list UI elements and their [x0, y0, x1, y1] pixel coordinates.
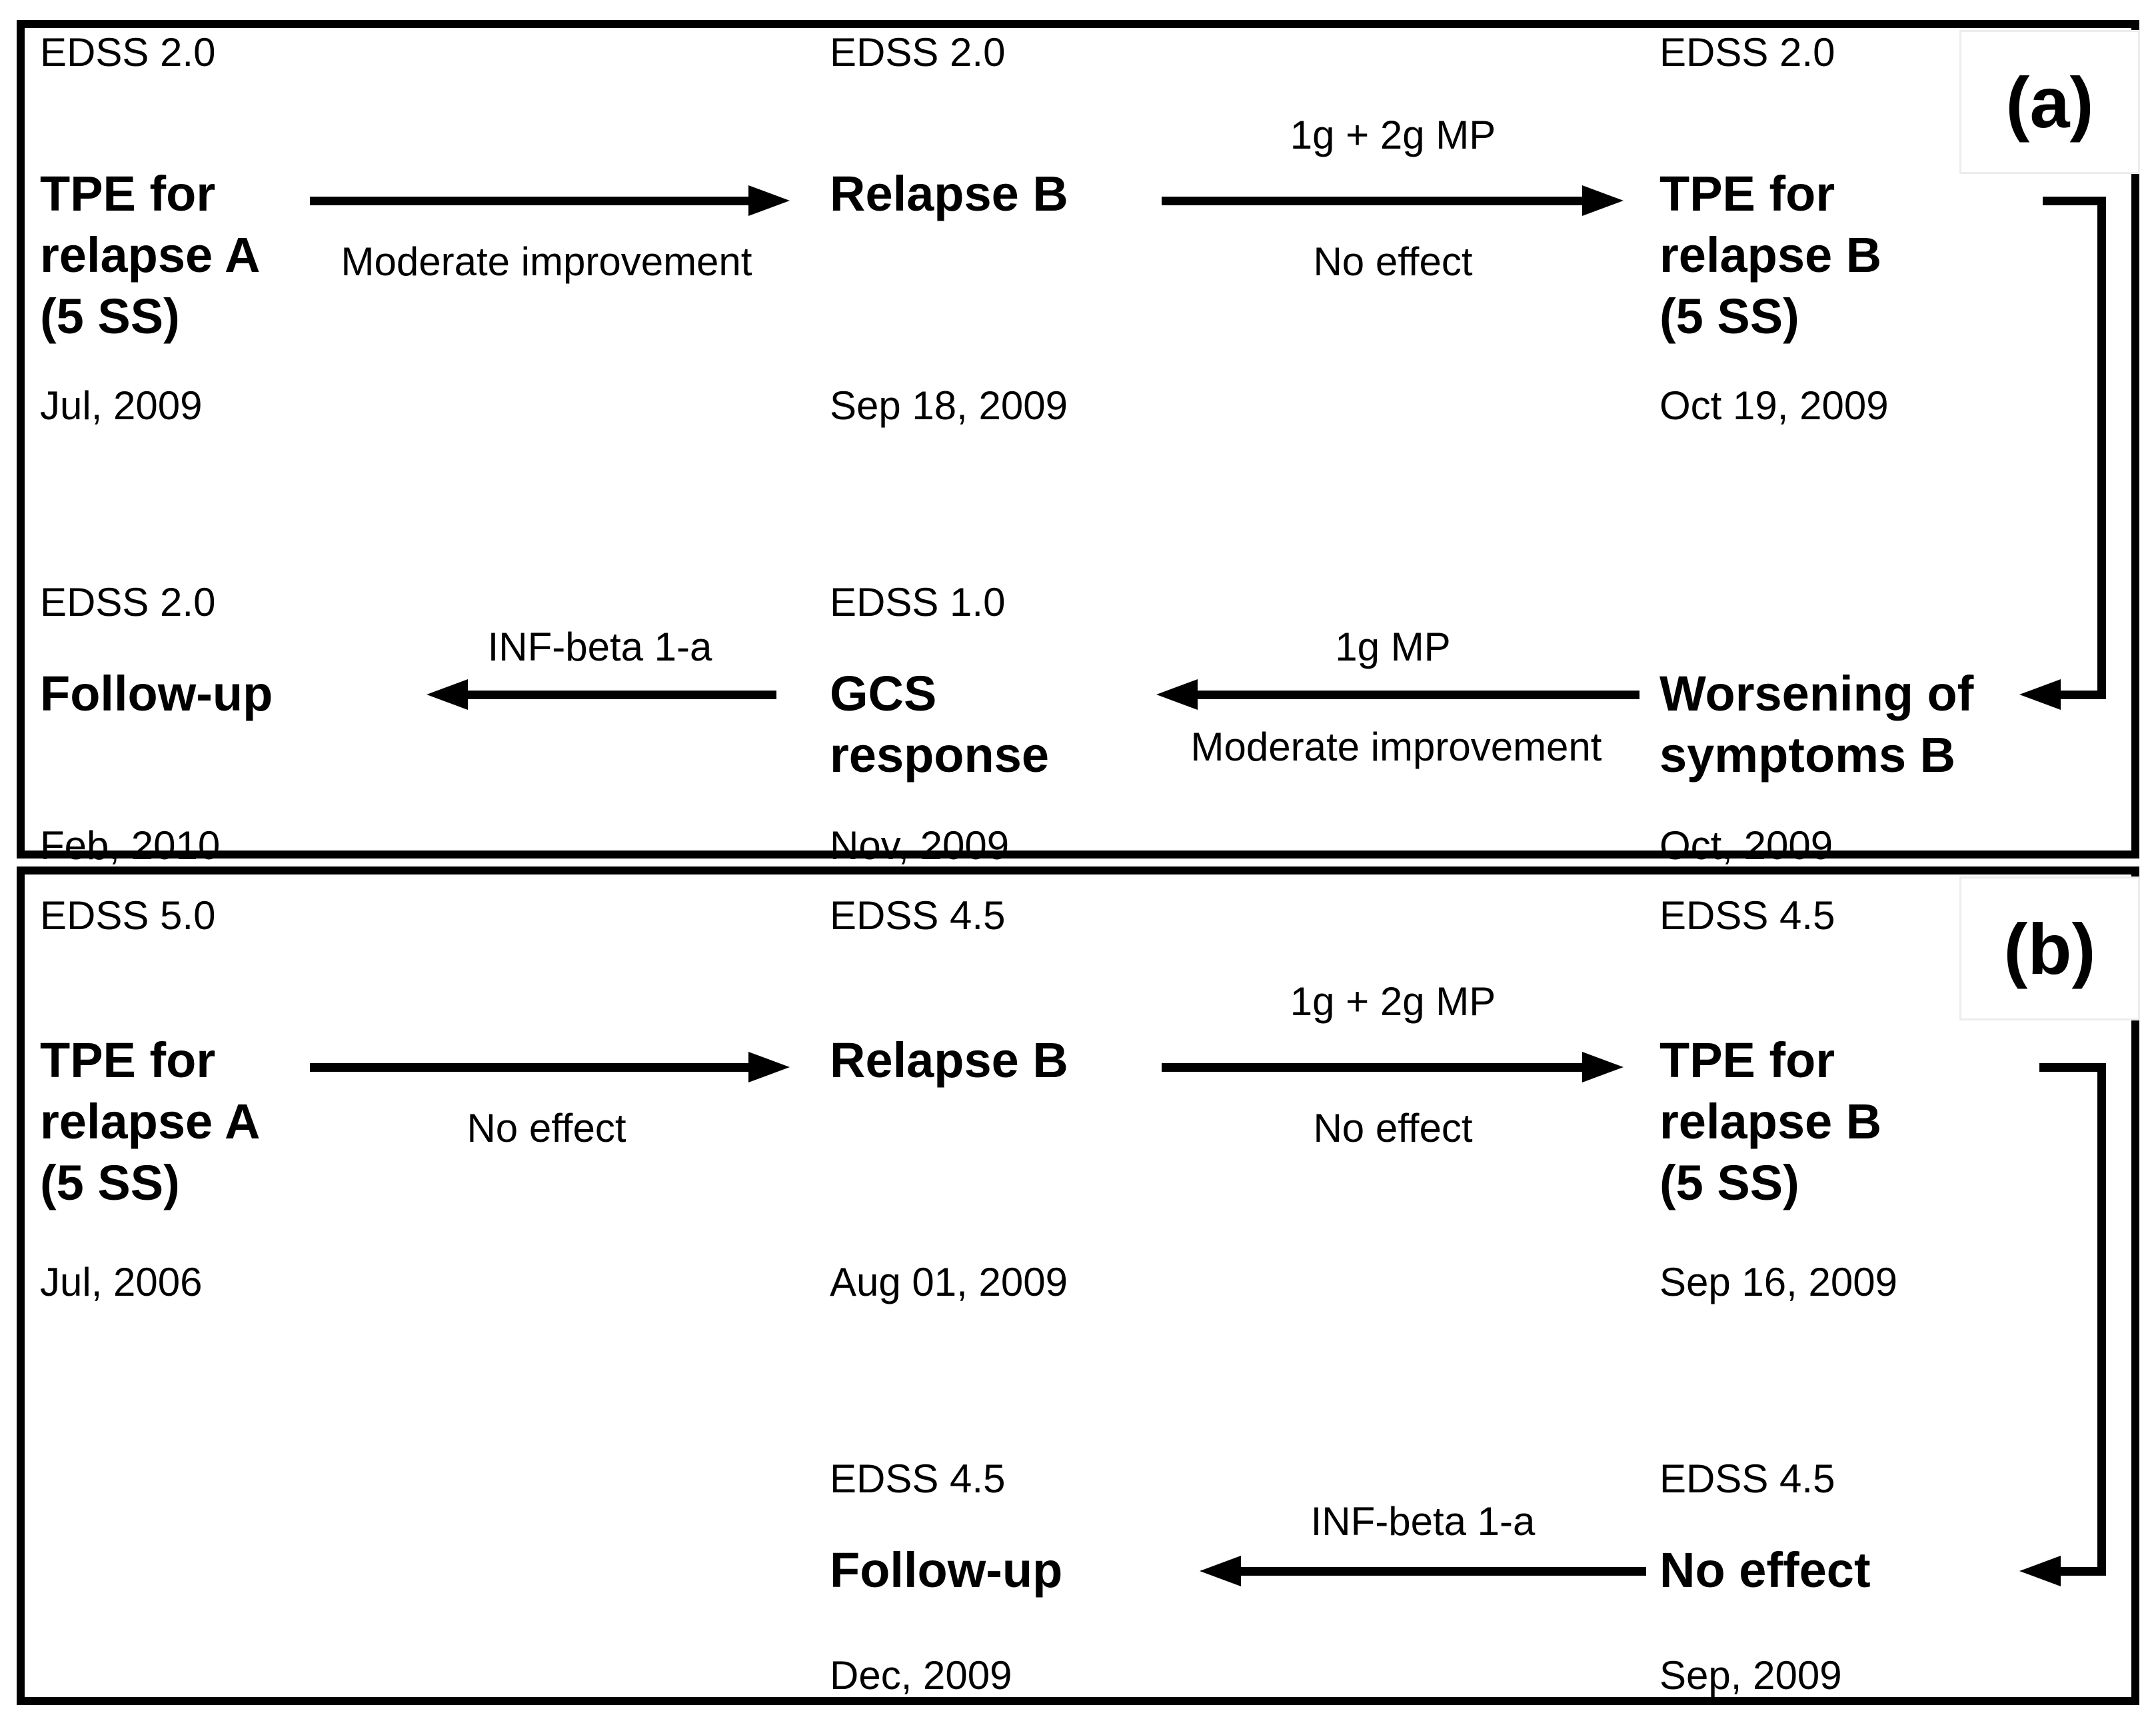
arrow-label: No effect [467, 1106, 626, 1150]
event-date: Jul, 2009 [40, 383, 203, 428]
event-title: Relapse B [830, 166, 1068, 221]
event-date: Dec, 2009 [830, 1653, 1012, 1698]
event-title: TPE for relapse B (5 SS) [1659, 1032, 1882, 1210]
edss-label: EDSS 2.0 [40, 580, 216, 625]
edss-label: EDSS 5.0 [40, 893, 216, 938]
event-title: Follow-up [40, 666, 273, 721]
elbow-connector-top [2043, 197, 2106, 205]
event-title: GCS response [830, 666, 1050, 783]
panel-a-border [17, 20, 2139, 859]
arrow-label: INF-beta 1-a [487, 625, 712, 669]
arrow-label: No effect [1313, 239, 1473, 284]
arrow-left-icon [2019, 1556, 2061, 1586]
arrow-left-icon [1156, 679, 1198, 710]
event-date: Sep, 2009 [1659, 1653, 1842, 1698]
panel-b-tag-label: (b) [2003, 908, 2096, 989]
edss-label: EDSS 2.0 [1659, 30, 1835, 75]
event-title: TPE for relapse A (5 SS) [40, 166, 261, 344]
arrow-right-line [1162, 197, 1582, 205]
edss-label: EDSS 4.5 [1659, 1456, 1835, 1501]
event-title: Relapse B [830, 1032, 1068, 1088]
arrow-left-icon [2019, 679, 2061, 710]
event-date: Sep 16, 2009 [1659, 1260, 1897, 1304]
arrow-label: Moderate improvement [1190, 725, 1602, 769]
panel-a-tag-label: (a) [2005, 61, 2094, 143]
panel-b-border [17, 866, 2139, 1705]
arrow-right-icon [1582, 185, 1623, 216]
arrow-right-line [310, 197, 748, 205]
arrow-left-line [467, 691, 776, 699]
arrow-label: No effect [1313, 1106, 1473, 1150]
edss-label: EDSS 4.5 [830, 1456, 1006, 1501]
event-title: No effect [1659, 1542, 1871, 1598]
elbow-connector-vertical [2097, 197, 2106, 699]
event-title: Follow-up [830, 1542, 1063, 1598]
arrow-left-icon [427, 679, 468, 710]
elbow-connector-bottom [2059, 1567, 2106, 1576]
edss-label: EDSS 2.0 [830, 30, 1006, 75]
arrow-label: 1g + 2g MP [1290, 113, 1496, 157]
arrow-label: 1g + 2g MP [1290, 979, 1496, 1024]
arrow-label: 1g MP [1335, 625, 1451, 669]
panel-b-tag: (b) [1959, 876, 2140, 1020]
event-date: Sep 18, 2009 [830, 383, 1068, 428]
arrow-right-line [310, 1063, 748, 1072]
event-date: Oct 19, 2009 [1659, 383, 1889, 428]
event-title: TPE for relapse B (5 SS) [1659, 166, 1882, 344]
edss-label: EDSS 1.0 [830, 580, 1006, 625]
event-title: TPE for relapse A (5 SS) [40, 1032, 261, 1210]
arrow-left-line [1240, 1567, 1646, 1576]
event-date: Jul, 2006 [40, 1260, 203, 1304]
panel-a-tag: (a) [1959, 30, 2140, 174]
arrow-right-icon [1582, 1052, 1623, 1082]
event-date: Feb, 2010 [40, 823, 221, 868]
arrow-left-icon [1200, 1556, 1241, 1586]
edss-label: EDSS 2.0 [40, 30, 216, 75]
event-date: Aug 01, 2009 [830, 1260, 1068, 1304]
edss-label: EDSS 4.5 [830, 893, 1006, 938]
event-title: Worsening of symptoms B [1659, 666, 1974, 783]
arrow-right-icon [748, 1052, 790, 1082]
edss-label: EDSS 4.5 [1659, 893, 1835, 938]
elbow-connector-vertical [2097, 1063, 2106, 1576]
event-date: Nov, 2009 [830, 823, 1010, 868]
elbow-connector-bottom [2059, 691, 2106, 699]
arrow-right-icon [748, 185, 790, 216]
arrow-label: Moderate improvement [341, 239, 752, 284]
elbow-connector-top [2039, 1063, 2106, 1072]
arrow-left-line [1196, 691, 1639, 699]
event-date: Oct, 2009 [1659, 823, 1833, 868]
arrow-label: INF-beta 1-a [1310, 1499, 1536, 1544]
arrow-right-line [1162, 1063, 1582, 1072]
